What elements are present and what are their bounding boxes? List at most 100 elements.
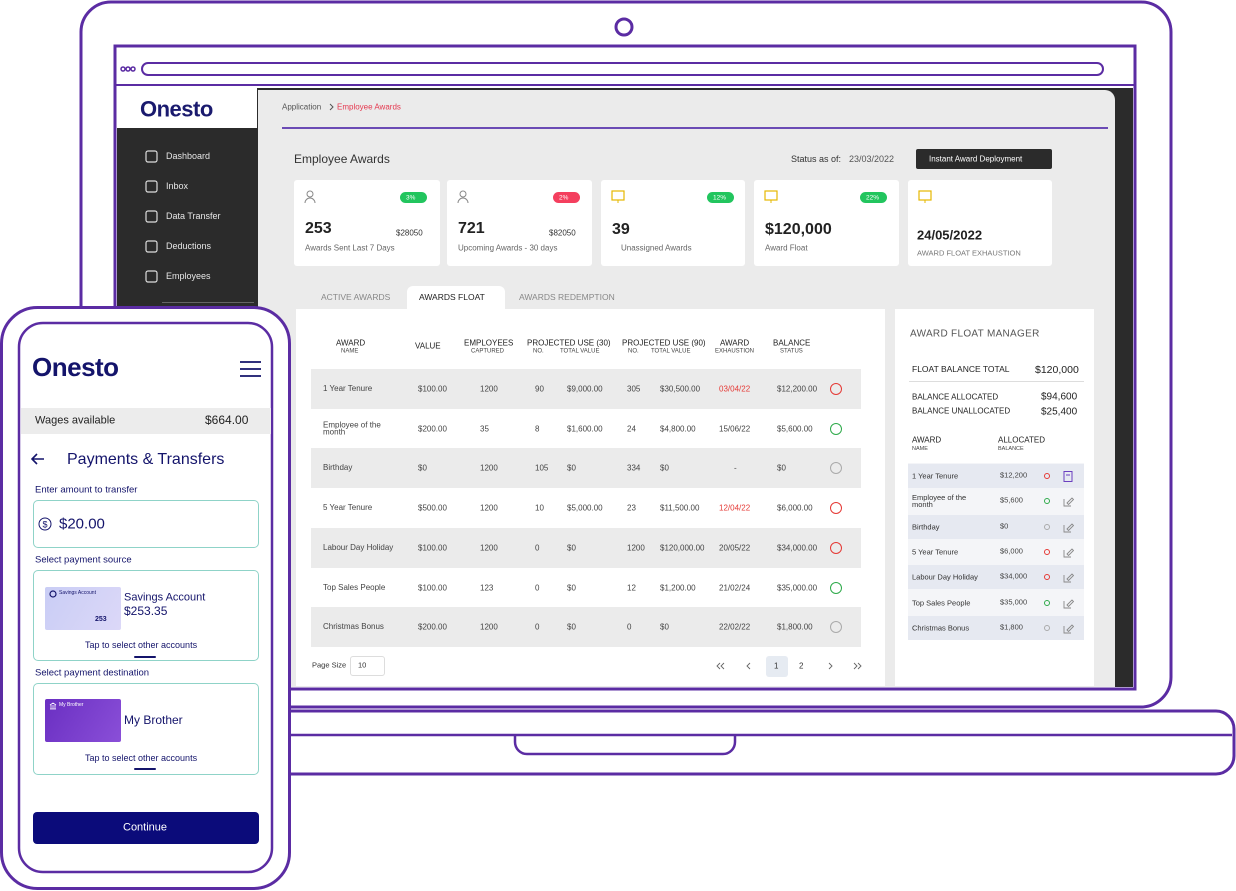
nav-item[interactable]: Employees (166, 270, 211, 281)
logo: Onesto (32, 352, 119, 383)
table-cell: $120,000.00 (660, 543, 705, 553)
page-size-value[interactable]: 10 (358, 660, 367, 670)
float-total-label: FLOAT BALANCE TOTAL (912, 364, 1010, 375)
page-size-select[interactable] (350, 656, 385, 676)
column-subheader: EXHAUSTION (715, 348, 755, 355)
table-cell: $12,200.00 (777, 384, 818, 394)
card-label: AWARD FLOAT EXHAUSTION (917, 248, 1021, 258)
edit-icon (1063, 598, 1074, 608)
table-cell: 105 (535, 463, 549, 473)
table-cell: Christmas Bonus (323, 622, 384, 632)
nav-icon (145, 150, 158, 163)
table-cell: $100.00 (418, 384, 447, 394)
tab[interactable]: ACTIVE AWARDS (321, 292, 391, 303)
card-value: 253 (305, 219, 332, 237)
status-indicator (830, 621, 842, 634)
table-cell: 21/02/24 (719, 582, 751, 592)
badge: 2% (559, 193, 569, 201)
nav-item[interactable]: Deductions (166, 240, 212, 251)
row-band (311, 448, 861, 489)
table-cell: 8 (535, 424, 540, 434)
float-total: $120,000 (1035, 363, 1079, 376)
card-label: My Brother (59, 702, 84, 709)
column-header: EMPLOYEES (464, 338, 514, 348)
amount-input[interactable] (33, 500, 259, 548)
table-cell: 12 (627, 582, 636, 592)
column-header: PROJECTED USE (90) (622, 338, 706, 348)
table-cell: 20/05/22 (719, 543, 751, 553)
nav-icon (145, 270, 158, 283)
button-label[interactable]: Continue (123, 821, 168, 834)
badge (860, 192, 887, 203)
tab[interactable]: AWARDS REDEMPTION (519, 292, 615, 303)
amount-value[interactable]: $20.00 (59, 515, 105, 533)
source-box[interactable] (33, 570, 259, 661)
allocated-balance: $35,000 (1000, 597, 1028, 607)
field-label: Select payment destination (35, 667, 150, 679)
action-button[interactable] (916, 149, 1052, 169)
unallocated-label: BALANCE UNALLOCATED (912, 406, 1011, 416)
app-right-strip (1115, 88, 1133, 687)
table-cell: $0 (567, 622, 576, 632)
column-header: VALUE (415, 341, 441, 351)
nav-item[interactable]: Inbox (166, 180, 189, 191)
card-label: Award Float (765, 243, 808, 253)
table-cell: 1200 (480, 463, 498, 473)
table-cell: 35 (480, 424, 489, 434)
table-cell: $200.00 (418, 424, 447, 434)
column-subheader: CAPTURED (471, 348, 505, 355)
continue-button[interactable] (33, 812, 259, 844)
row-band (311, 369, 861, 409)
table-cell: $5,600.00 (777, 424, 813, 434)
card-icon (457, 190, 469, 204)
status-indicator (830, 422, 842, 435)
table-cell: Employee of the month (323, 420, 381, 437)
nav-icon (145, 240, 158, 253)
nav-item[interactable]: Dashboard (166, 150, 211, 161)
breadcrumb-separator (329, 103, 334, 111)
table-cell: $100.00 (418, 582, 447, 592)
table-cell: 0 (535, 582, 540, 592)
page-size-label: Page Size (312, 660, 347, 670)
status-indicator (1044, 599, 1050, 606)
card-icon (304, 190, 316, 204)
table-cell: $0 (567, 543, 576, 553)
select-link[interactable]: Tap to select other accounts (85, 752, 198, 763)
table-cell: 1200 (480, 543, 498, 553)
table-cell: Labour Day Holiday (323, 543, 394, 552)
table-cell: $35,000.00 (777, 582, 818, 592)
card-amount: 253 (95, 615, 107, 623)
breadcrumb-current: Employee Awards (337, 102, 401, 112)
card-value: 39 (612, 220, 630, 238)
dest-box[interactable] (33, 683, 259, 775)
column-subheader: NO. (533, 348, 544, 355)
bank-icon (49, 702, 57, 710)
table-cell: $0 (660, 622, 669, 632)
page-number[interactable]: 1 (774, 661, 779, 671)
unallocated: $25,400 (1041, 406, 1078, 418)
pager-arrows (716, 662, 862, 670)
breadcrumb[interactable]: Application (282, 102, 322, 112)
manager-band (908, 463, 1084, 640)
table-cell: $4,800.00 (660, 424, 696, 434)
column-header: AWARD (336, 338, 366, 348)
page-number[interactable]: 2 (799, 661, 804, 671)
award-name: Birthday (912, 522, 940, 532)
column-subheader: STATUS (780, 348, 803, 355)
page-current (766, 656, 788, 677)
tab[interactable]: AWARDS FLOAT (419, 292, 485, 303)
select-link[interactable]: Tap to select other accounts (85, 639, 198, 650)
card-label: Unassigned Awards (621, 243, 692, 253)
row-band (908, 464, 1084, 488)
column-header: AWARD (912, 435, 942, 445)
row-band (311, 527, 861, 568)
wages-amount: $664.00 (205, 413, 249, 428)
table-cell: Birthday (323, 463, 353, 473)
row-band (311, 607, 861, 648)
table-cell: 1 Year Tenure (323, 384, 373, 394)
table-cell: 23 (627, 503, 636, 513)
button-label[interactable]: Instant Award Deployment (929, 154, 1023, 164)
nav-icon (145, 210, 158, 223)
table-cell: $9,000.00 (567, 384, 603, 394)
nav-item[interactable]: Data Transfer (166, 210, 221, 221)
